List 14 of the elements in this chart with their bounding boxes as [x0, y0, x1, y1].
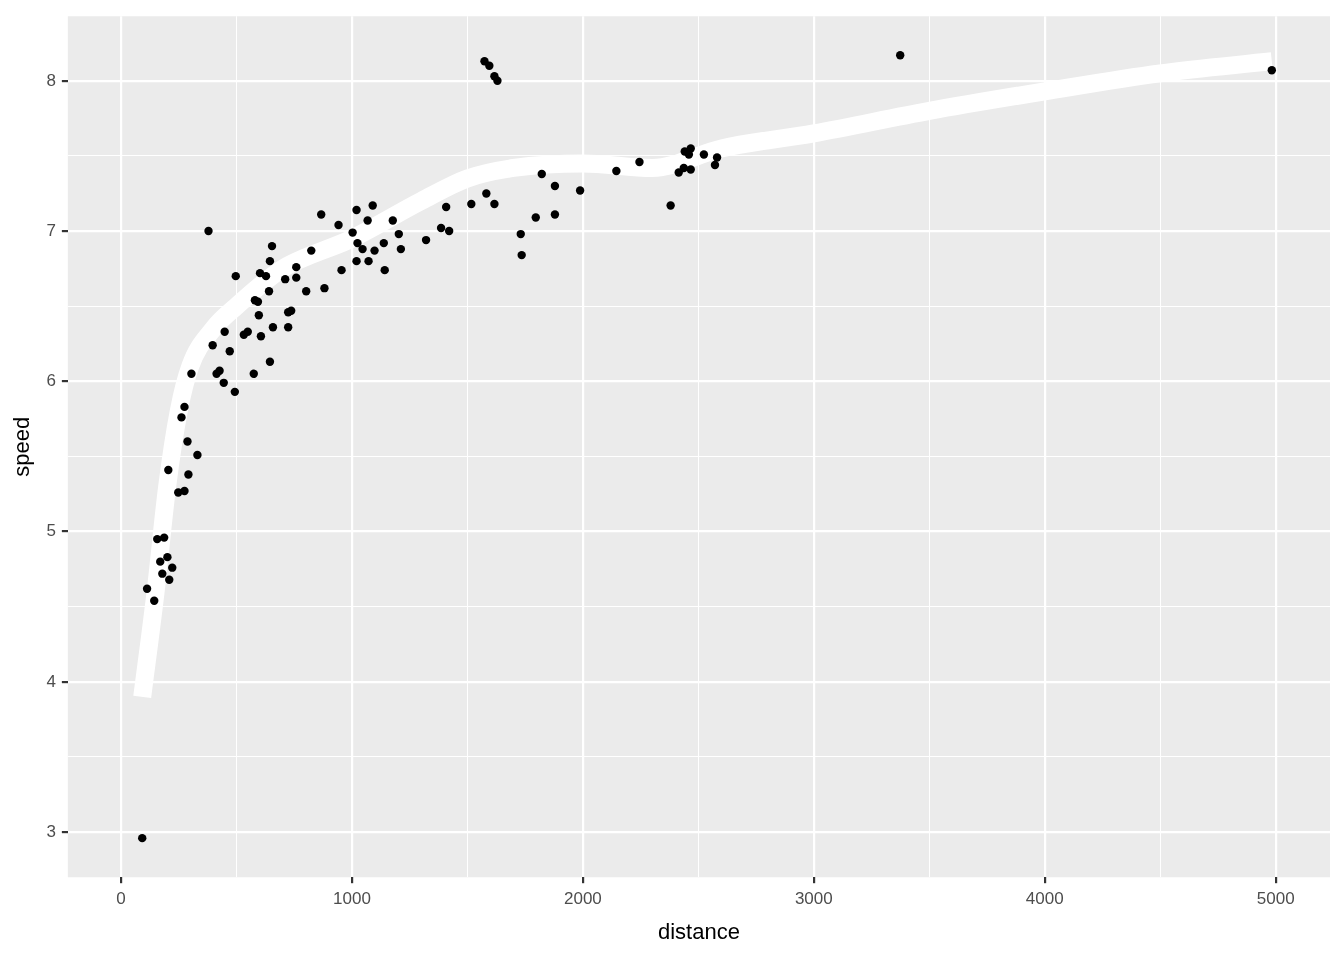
x-tick-label: 3000 — [794, 889, 833, 909]
y-tick-label: 8 — [46, 70, 56, 90]
y-tick-label: 6 — [46, 371, 56, 391]
x-tick-label: 0 — [116, 889, 126, 909]
y-axis-title: speed — [9, 416, 35, 477]
x-tick-label: 2000 — [563, 889, 602, 909]
y-tick-label: 4 — [46, 671, 56, 691]
x-tick-label: 1000 — [333, 889, 371, 909]
y-tick-label: 7 — [46, 220, 56, 240]
y-tick-label: 3 — [46, 821, 56, 841]
x-axis-title: distance — [657, 918, 740, 944]
x-tick-label: 5000 — [1256, 889, 1295, 909]
x-tick-label: 4000 — [1025, 889, 1064, 909]
y-tick-label: 5 — [46, 521, 56, 541]
